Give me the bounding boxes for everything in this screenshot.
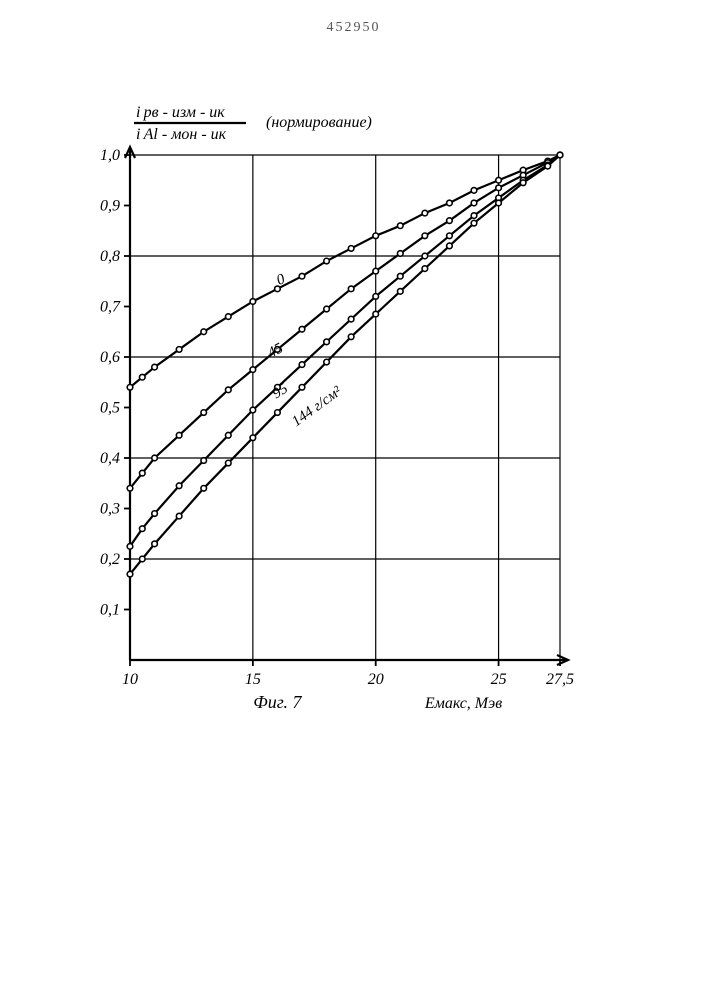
- data-marker: [496, 185, 502, 191]
- chart: 0,1 0,2 0,3 0,4 0,5 0,6 0,7 0,8 0,9 1,0 10 15 20 25 27…: [0, 0, 707, 1000]
- data-marker: [397, 289, 403, 295]
- data-marker: [250, 407, 256, 413]
- data-marker: [422, 210, 428, 216]
- data-marker: [545, 163, 551, 169]
- data-marker: [139, 526, 145, 532]
- x-tick-label: 20: [368, 671, 384, 688]
- x-tick-label: 27,5: [546, 671, 574, 688]
- data-marker: [225, 387, 231, 393]
- data-marker: [447, 218, 453, 224]
- data-marker: [299, 385, 305, 391]
- data-marker: [373, 268, 379, 274]
- data-marker: [250, 299, 256, 305]
- data-marker: [152, 511, 158, 517]
- data-marker: [201, 329, 207, 335]
- x-tick-label: 25: [491, 671, 507, 688]
- y-label-denominator: i Al - мон - ик: [136, 126, 227, 143]
- data-marker: [299, 273, 305, 279]
- x-axis-label: Eмакс, Мэв: [424, 695, 502, 712]
- data-marker: [422, 233, 428, 239]
- data-marker: [520, 180, 526, 186]
- data-marker: [299, 362, 305, 368]
- data-marker: [471, 188, 477, 194]
- series-label: 144 г/см²: [289, 383, 345, 430]
- data-marker: [471, 200, 477, 206]
- data-marker: [397, 251, 403, 257]
- data-marker: [447, 243, 453, 249]
- series-label: 95: [270, 380, 292, 402]
- data-marker: [176, 432, 182, 438]
- data-marker: [471, 213, 477, 219]
- data-marker: [397, 273, 403, 279]
- data-marker: [139, 374, 145, 380]
- data-marker: [152, 455, 158, 461]
- data-marker: [127, 544, 133, 550]
- data-marker: [201, 458, 207, 464]
- data-marker: [250, 367, 256, 373]
- data-marker: [250, 435, 256, 441]
- data-marker: [348, 286, 354, 292]
- y-tick-label: 0,3: [100, 501, 120, 518]
- data-marker: [176, 347, 182, 353]
- y-tick-label: 0,5: [100, 400, 120, 417]
- data-marker: [127, 486, 133, 492]
- data-marker: [447, 233, 453, 239]
- data-marker: [348, 246, 354, 252]
- data-marker: [348, 316, 354, 322]
- data-marker: [201, 410, 207, 416]
- data-marker: [139, 470, 145, 476]
- series-line: [130, 155, 560, 574]
- y-tick-label: 0,1: [100, 602, 120, 619]
- y-tick-label: 0,7: [100, 299, 121, 316]
- data-marker: [373, 311, 379, 317]
- data-marker: [225, 460, 231, 466]
- y-tick-label: 0,8: [100, 248, 120, 265]
- data-marker: [447, 200, 453, 206]
- data-marker: [373, 294, 379, 300]
- data-marker: [348, 334, 354, 340]
- data-marker: [422, 266, 428, 272]
- data-marker: [299, 326, 305, 332]
- data-marker: [275, 410, 281, 416]
- data-marker: [176, 513, 182, 519]
- y-tick-label: 1,0: [100, 147, 120, 164]
- data-marker: [324, 258, 330, 264]
- data-marker: [152, 364, 158, 370]
- y-tick-label: 0,4: [100, 450, 120, 467]
- x-tick-label: 15: [245, 671, 261, 688]
- data-marker: [324, 306, 330, 312]
- data-marker: [176, 483, 182, 489]
- data-marker: [324, 359, 330, 365]
- data-marker: [324, 339, 330, 345]
- y-tick-label: 0,2: [100, 551, 120, 568]
- data-marker: [139, 556, 145, 562]
- data-marker: [422, 253, 428, 259]
- y-tick-label: 0,9: [100, 198, 120, 215]
- data-marker: [201, 486, 207, 492]
- y-label-numerator: i рв - изм - ик: [136, 104, 225, 121]
- data-marker: [152, 541, 158, 547]
- series-line: [130, 155, 560, 546]
- data-marker: [557, 152, 563, 158]
- data-marker: [127, 571, 133, 577]
- data-marker: [225, 314, 231, 320]
- data-marker: [373, 233, 379, 239]
- data-marker: [225, 432, 231, 438]
- data-marker: [471, 220, 477, 226]
- data-marker: [127, 385, 133, 391]
- data-marker: [496, 177, 502, 183]
- figure-caption: Фиг. 7: [253, 692, 302, 712]
- y-tick-label: 0,6: [100, 349, 120, 366]
- data-marker: [397, 223, 403, 229]
- y-label-note: (нормирование): [266, 114, 372, 131]
- data-marker: [496, 200, 502, 206]
- x-tick-label: 10: [122, 671, 138, 688]
